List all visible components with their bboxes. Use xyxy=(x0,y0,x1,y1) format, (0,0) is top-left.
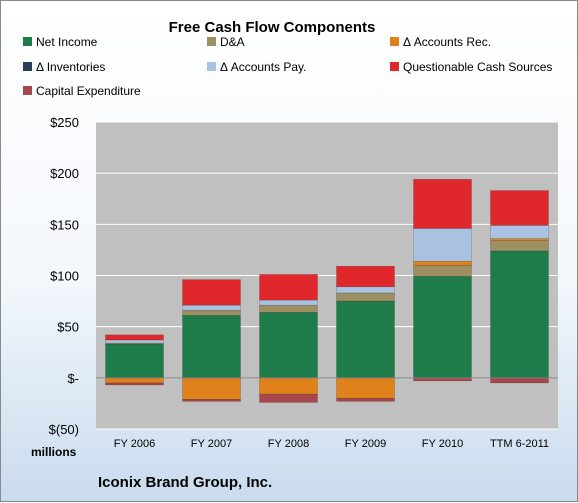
bar-accounts-rec-fy-2008 xyxy=(259,377,318,395)
legend-label-inventories: Δ Inventories xyxy=(36,60,105,74)
y-tick-label: $- xyxy=(67,371,79,386)
chart-title: Free Cash Flow Components xyxy=(169,19,376,36)
x-tick-label: FY 2008 xyxy=(268,438,309,450)
bar-capital-expenditure-fy-2007 xyxy=(182,399,241,402)
bar-d-a-fy-2010 xyxy=(413,264,472,277)
y-tick-label: $200 xyxy=(50,166,79,181)
bar-d-a-fy-2008 xyxy=(259,304,318,313)
units-label: millions xyxy=(31,445,77,459)
bar-accounts-pay-fy-2010 xyxy=(413,228,472,262)
x-tick-label: TTM 6-2011 xyxy=(490,438,549,450)
bar-questionable-cash-sources-fy-2009 xyxy=(336,265,395,288)
bar-accounts-pay-fy-2009 xyxy=(336,286,395,294)
legend-swatch-d-a xyxy=(207,37,216,46)
y-tick-label: $250 xyxy=(50,115,79,130)
y-tick-label: $50 xyxy=(57,320,79,335)
x-tick-label: FY 2010 xyxy=(422,438,463,450)
legend-swatch-net-income xyxy=(23,37,32,46)
legend-swatch-questionable-cash-sources xyxy=(390,62,399,71)
y-axis-ticks: $250 $200 $150 $100 $50 $- $(50) xyxy=(49,115,79,437)
bar-accounts-rec-fy-2010 xyxy=(413,260,472,266)
bar-questionable-cash-sources-fy-2008 xyxy=(259,274,318,301)
x-tick-label: FY 2007 xyxy=(191,438,232,450)
bar-net-income-fy-2006 xyxy=(105,343,164,379)
legend-label-accounts-pay: Δ Accounts Pay. xyxy=(220,60,307,74)
bar-net-income-fy-2007 xyxy=(182,315,241,379)
legend-swatch-accounts-rec xyxy=(390,37,399,46)
bar-questionable-cash-sources-ttm-6-2011 xyxy=(490,190,549,226)
bar-d-a-fy-2007 xyxy=(182,309,241,316)
bar-questionable-cash-sources-fy-2006 xyxy=(105,334,164,341)
bar-questionable-cash-sources-fy-2007 xyxy=(182,279,241,306)
legend-label-questionable-cash-sources: Questionable Cash Sources xyxy=(403,60,552,74)
bars xyxy=(105,179,549,403)
legend-label-capital-expenditure: Capital Expenditure xyxy=(36,84,141,98)
y-tick-label: $100 xyxy=(50,269,79,284)
bar-capital-expenditure-fy-2008 xyxy=(259,393,318,403)
bar-net-income-fy-2008 xyxy=(259,312,318,379)
bar-questionable-cash-sources-fy-2010 xyxy=(413,179,472,229)
bar-accounts-rec-fy-2006 xyxy=(105,377,164,384)
x-tick-label: FY 2006 xyxy=(114,438,155,450)
bar-capital-expenditure-fy-2009 xyxy=(336,397,395,402)
bar-accounts-pay-fy-2007 xyxy=(182,304,241,311)
bar-d-a-ttm-6-2011 xyxy=(490,240,549,252)
legend: Net Income D&A Δ Accounts Rec. Δ Inventorie… xyxy=(23,35,552,98)
bar-capital-expenditure-fy-2006 xyxy=(105,382,164,386)
x-axis-ticks: FY 2006 FY 2007 FY 2008 FY 2009 FY 2010 TTM 6… xyxy=(114,438,549,450)
x-tick-label: FY 2009 xyxy=(345,438,386,450)
bar-accounts-rec-fy-2009 xyxy=(336,377,395,399)
bar-d-a-fy-2009 xyxy=(336,292,395,302)
legend-swatch-capital-expenditure xyxy=(23,86,32,95)
legend-label-net-income: Net Income xyxy=(36,35,98,49)
y-tick-label: $150 xyxy=(50,217,79,232)
bar-accounts-rec-ttm-6-2011 xyxy=(490,238,549,242)
legend-label-d-a: D&A xyxy=(220,35,245,49)
bar-accounts-pay-ttm-6-2011 xyxy=(490,225,549,239)
legend-label-accounts-rec: Δ Accounts Rec. xyxy=(403,35,491,49)
bar-capital-expenditure-ttm-6-2011 xyxy=(490,377,549,384)
company-name: Iconix Brand Group, Inc. xyxy=(98,474,272,491)
bar-net-income-fy-2009 xyxy=(336,300,395,379)
bar-net-income-ttm-6-2011 xyxy=(490,250,549,379)
bar-accounts-rec-fy-2007 xyxy=(182,377,241,400)
bar-net-income-fy-2010 xyxy=(413,276,472,379)
bar-accounts-pay-fy-2008 xyxy=(259,299,318,306)
y-tick-label: $(50) xyxy=(49,422,79,437)
legend-swatch-accounts-pay xyxy=(207,62,216,71)
bar-accounts-pay-fy-2006 xyxy=(105,339,164,344)
legend-swatch-inventories xyxy=(23,62,32,71)
